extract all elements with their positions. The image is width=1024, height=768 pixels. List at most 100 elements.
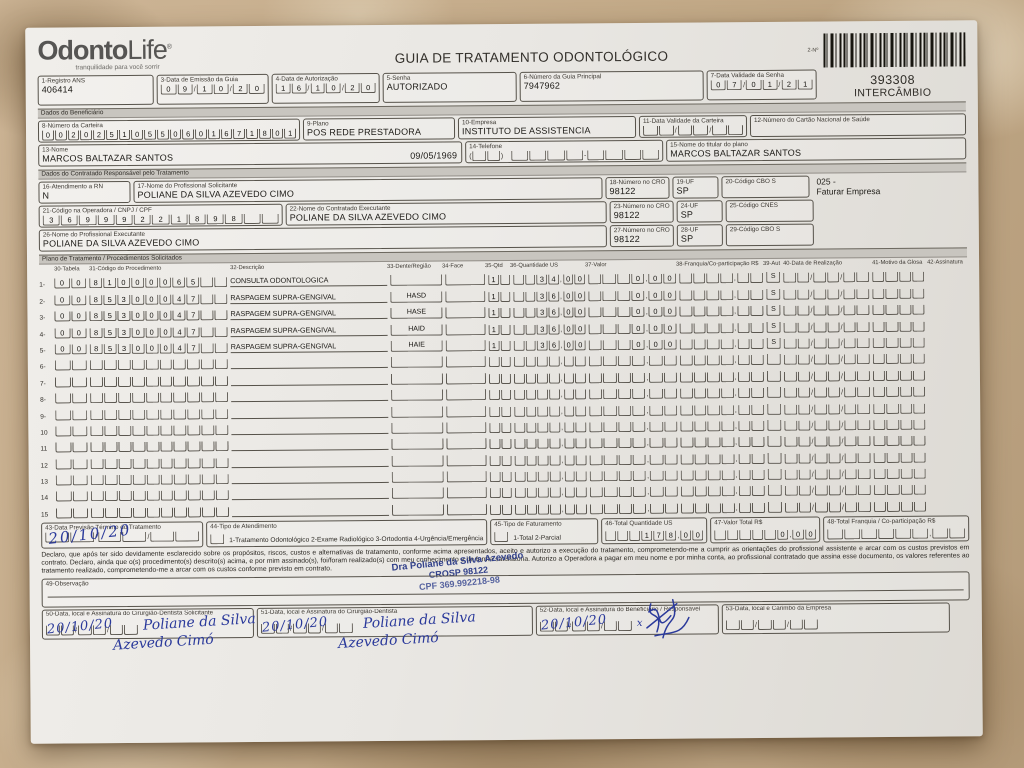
field-carimbo-empresa: 53-Data, local e Carimbo da Empresa / / <box>721 602 950 635</box>
motivo-glosa-comb <box>872 304 925 316</box>
contratado-row-3: 26-Nome do Profissional Executante POLIA… <box>38 222 967 252</box>
data-realizacao-comb: / / <box>783 321 870 333</box>
header-valor: 37-Valor <box>584 262 607 269</box>
data-realizacao-comb: / / <box>784 420 871 431</box>
assinatura-solicitante-linha2: Azevedo Cimó <box>112 632 215 655</box>
face <box>446 438 487 450</box>
field-cnes: 25-Código CNES <box>725 199 814 223</box>
row-number: 3- <box>39 314 46 322</box>
field-value: POS REDE PRESTADORA <box>306 126 422 138</box>
data-realizacao-comb: / / <box>784 452 871 464</box>
field-assinatura-executante: 51-Data, local e Assinatura do Cirurgião… <box>256 606 533 652</box>
field-value <box>730 233 810 245</box>
tabela-comb <box>55 426 88 437</box>
logo-text-life: Life <box>127 34 168 65</box>
tabela-comb <box>54 377 88 388</box>
quantidade-us-comb: , <box>514 455 587 466</box>
quantidade-us-comb: , <box>514 438 587 450</box>
field-label: 7-Data Validade da Senha <box>710 71 785 80</box>
valor-comb: , <box>589 421 678 433</box>
field-value: SP <box>680 209 694 220</box>
beneficiario-x-mark: x <box>636 618 643 630</box>
dente-regiao <box>390 373 444 385</box>
field-value: INSTITUTO DE ASSISTENCIA <box>461 125 591 137</box>
header-qtd: 35-Qtd <box>484 263 503 270</box>
field-label: 23-Número no CRO <box>613 202 670 211</box>
data-realizacao-comb: / / <box>784 436 871 448</box>
face <box>446 471 487 483</box>
tabela-comb <box>55 409 88 421</box>
descricao-procedimento <box>231 422 389 436</box>
franquia-comb: , <box>680 404 765 416</box>
qtd-comb <box>488 373 512 384</box>
guide-number: 393308 <box>870 72 916 88</box>
field-validade-carteira: 11-Data Validade da Carteira / / <box>638 115 748 138</box>
face <box>445 340 486 352</box>
motivo-glosa-comb <box>872 337 925 349</box>
date-comb: 1 6/1 0/2 0 <box>275 82 376 94</box>
descricao-procedimento <box>231 455 389 468</box>
tabela-comb <box>55 442 88 453</box>
motivo-glosa-comb <box>872 288 925 299</box>
field-empresa: 10-Empresa INSTITUTO DE ASSISTENCIA <box>457 115 637 140</box>
valor-comb: , <box>589 405 678 416</box>
field-registro-ans: 1-Registro ANS 406414 <box>37 74 154 106</box>
tabela-comb <box>55 508 89 519</box>
dente-regiao <box>390 274 443 287</box>
valor-comb: , <box>588 355 677 367</box>
franquia-comb: , <box>679 289 764 301</box>
franquia-comb: , <box>680 502 766 514</box>
qtd-comb <box>489 455 512 466</box>
franquia-comb: , <box>679 322 764 334</box>
field-label: 53-Data, local e Carimbo da Empresa <box>725 605 832 613</box>
telefone-ddd-comb: ( ) <box>469 151 504 162</box>
field-value: 98122 <box>613 233 640 245</box>
data-nascimento: 09/05/1969 <box>410 150 458 161</box>
data-realizacao-comb: / / <box>783 338 870 349</box>
row-number: 6- <box>39 363 46 371</box>
form-number-label: 2-Nº <box>807 47 819 54</box>
field-profissional-executante: 26-Nome do Profissional Executante POLIA… <box>38 225 607 252</box>
field-senha: 5-Senha AUTORIZADO <box>382 71 517 103</box>
field-value: 406414 <box>41 84 73 95</box>
tabela-comb <box>54 360 87 371</box>
field-value <box>730 209 810 221</box>
field-label: 18-Número no CRO <box>609 178 666 187</box>
descricao-procedimento <box>230 373 389 386</box>
aut-flag <box>767 501 783 513</box>
quantidade-us-comb: , <box>514 389 587 401</box>
field-value: MARCOS BALTAZAR SANTOS <box>670 147 802 159</box>
field-value: POLIANE DA SILVA AZEVEDO CIMO <box>289 211 447 223</box>
valor-comb: , <box>589 503 679 515</box>
date-comb: / / <box>725 620 818 631</box>
header-motivo-glosa: 41-Motivo da Glosa <box>872 259 923 267</box>
signatures-row: 50-Data, local e Assinatura do Cirurgião… <box>41 599 970 654</box>
aut-flag <box>767 403 782 415</box>
data-realizacao-comb: / / <box>783 272 870 284</box>
row-number: 4- <box>39 331 46 339</box>
field-uf-profissional: 28-UF SP <box>676 224 723 247</box>
field-label: 46-Total Quantidade US <box>605 519 673 528</box>
totals-row: 43-Data Previsão Término do Tratamento /… <box>41 515 970 549</box>
aut-flag <box>766 354 781 366</box>
field-guia-principal: 6-Número da Guia Principal 7947962 <box>519 70 704 102</box>
field-value: MARCOS BALTAZAR SANTOS <box>42 152 174 164</box>
quantidade-us-comb: , <box>513 356 586 368</box>
data-realizacao-comb: / / <box>784 485 871 497</box>
codigo-procedimento-comb <box>90 490 229 502</box>
field-label: 3-Data de Emissão da Guia <box>160 76 239 84</box>
face <box>445 323 486 336</box>
dente-regiao: HASE <box>390 307 443 320</box>
field-plano: 9-Plano POS REDE PRESTADORA <box>302 117 456 141</box>
descricao-procedimento: CONSULTA ODONTOLOGICA <box>230 275 388 288</box>
header-dente: 33-Dente/Região <box>386 263 431 270</box>
header-tabela: 30-Tabela <box>54 266 80 273</box>
aut-flag <box>767 468 782 481</box>
scanned-dental-form: OdontoLife® tranquilidade para você sorr… <box>25 20 983 744</box>
